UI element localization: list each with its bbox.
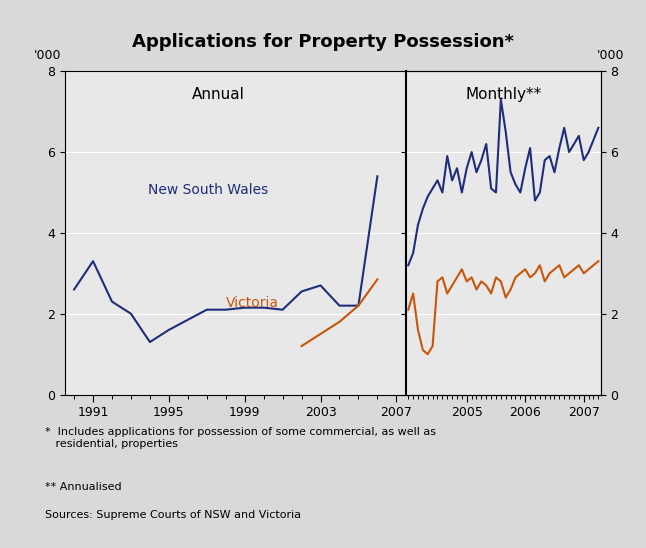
Text: ** Annualised: ** Annualised: [45, 482, 122, 492]
Text: New South Wales: New South Wales: [148, 183, 268, 197]
Text: '000: '000: [597, 49, 624, 61]
Text: *  Includes applications for possession of some commercial, as well as
   reside: * Includes applications for possession o…: [45, 427, 436, 449]
Text: Monthly**: Monthly**: [465, 88, 541, 102]
Text: Sources: Supreme Courts of NSW and Victoria: Sources: Supreme Courts of NSW and Victo…: [45, 510, 301, 520]
Text: Victoria: Victoria: [225, 296, 279, 310]
Text: '000: '000: [34, 49, 61, 61]
Text: Annual: Annual: [192, 88, 245, 102]
Text: Applications for Property Possession*: Applications for Property Possession*: [132, 33, 514, 51]
